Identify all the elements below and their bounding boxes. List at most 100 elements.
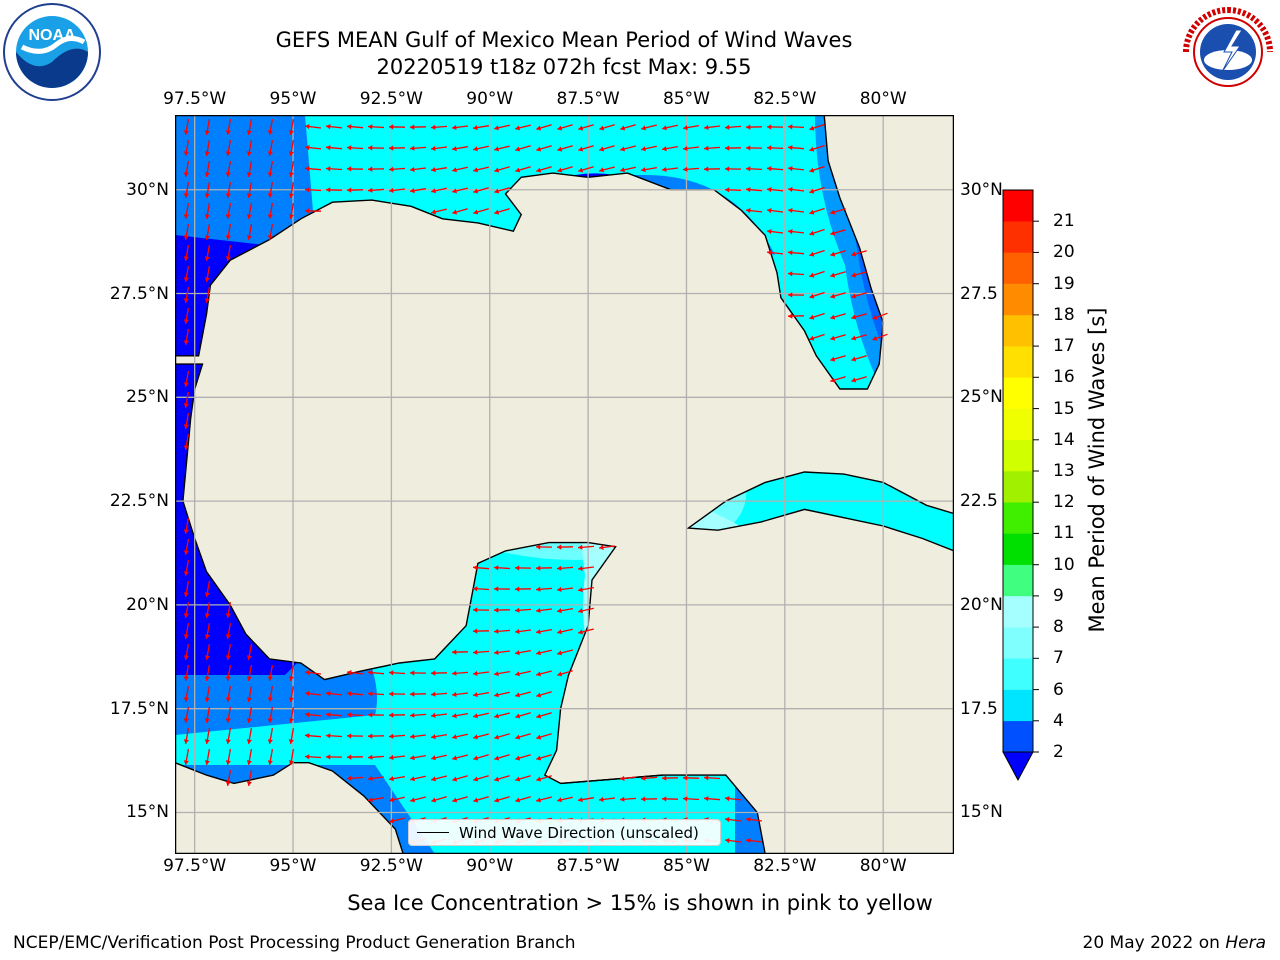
longitude-tick-label: 87.5°W [556, 856, 620, 876]
wave-direction-arrow [225, 685, 232, 703]
colorbar-band [1003, 533, 1033, 565]
wave-direction-arrow [514, 586, 532, 592]
wave-direction-arrow [183, 202, 190, 220]
wave-direction-arrow [204, 223, 211, 241]
wave-direction-arrow [515, 691, 531, 698]
wave-direction-arrow [536, 145, 552, 152]
colorbar-band [1003, 283, 1033, 316]
wave-direction-arrow [267, 727, 274, 745]
wave-direction-arrow [494, 775, 510, 782]
wave-direction-arrow [724, 796, 742, 802]
wave-direction-arrow [452, 796, 468, 803]
wave-direction-arrow [452, 775, 468, 782]
wave-direction-arrow [809, 123, 825, 131]
wave-direction-arrow [515, 166, 531, 173]
noaa-logo-icon: NOAA [3, 3, 101, 101]
wave-direction-arrow [599, 796, 615, 802]
chart-title: GEFS MEAN Gulf of Mexico Mean Period of … [275, 28, 853, 52]
wave-direction-arrow [515, 796, 531, 803]
run-date-text: 20 May 2022 on [1082, 933, 1226, 953]
wave-direction-arrow [473, 796, 489, 803]
wave-direction-arrow [389, 754, 405, 760]
wave-direction-arrow [703, 796, 721, 802]
colorbar-tick-label: 20 [1053, 242, 1075, 263]
colorbar-band [1003, 502, 1033, 534]
colorbar-tick-label: 14 [1053, 429, 1075, 450]
wave-direction-arrow [204, 706, 211, 724]
wave-direction-arrow [409, 691, 427, 697]
wave-direction-arrow [514, 565, 532, 571]
colorbar-tick-label: 12 [1053, 492, 1075, 513]
wave-direction-arrow [389, 187, 405, 193]
wave-direction-arrow [431, 187, 447, 194]
wave-direction-arrow [183, 181, 190, 199]
wave-direction-arrow [557, 649, 573, 656]
wave-direction-arrow [452, 187, 468, 194]
longitude-tick-label: 85°W [662, 89, 710, 109]
wave-direction-arrow [809, 228, 825, 236]
colorbar [1002, 189, 1039, 782]
wave-direction-arrow [367, 145, 385, 151]
wave-direction-arrow [388, 712, 406, 718]
wave-direction-arrow [430, 670, 448, 676]
wave-direction-arrow [809, 333, 825, 341]
wave-direction-arrow [225, 160, 232, 178]
wave-direction-arrow [473, 775, 489, 782]
wave-direction-arrow [745, 124, 763, 130]
wave-direction-arrow [346, 712, 364, 718]
wave-direction-arrow [494, 796, 510, 803]
wave-direction-arrow [183, 118, 190, 136]
longitude-tick-label: 95°W [269, 856, 317, 876]
wave-direction-arrow [431, 145, 447, 151]
longitude-tick-label: 95°W [269, 89, 317, 109]
wave-direction-arrow [787, 145, 805, 151]
latitude-tick-label: 15°N [960, 802, 1003, 823]
wave-direction-arrow [577, 797, 595, 803]
wave-direction-arrow [578, 628, 594, 635]
wave-direction-arrow [703, 775, 721, 781]
wave-direction-arrow [703, 166, 721, 172]
wave-direction-arrow [493, 607, 511, 613]
wave-direction-arrow [515, 775, 531, 782]
wave-direction-arrow [745, 187, 763, 193]
wave-direction-arrow [473, 166, 489, 173]
wave-direction-arrow [472, 628, 490, 634]
wave-direction-arrow [557, 628, 573, 635]
wave-direction-arrow [183, 706, 190, 724]
wave-direction-arrow [225, 748, 232, 766]
wave-direction-arrow [536, 691, 552, 698]
colorbar-band [1003, 346, 1033, 378]
wave-direction-arrow [830, 208, 846, 215]
wave-direction-arrow [472, 565, 490, 571]
wave-direction-arrow [472, 586, 490, 592]
wave-direction-arrow [809, 249, 825, 257]
wave-direction-arrow [183, 580, 190, 598]
wave-direction-arrow [556, 607, 574, 614]
map-legend: Wind Wave Direction (unscaled) [408, 819, 721, 846]
colorbar-band [1003, 564, 1033, 597]
wave-direction-arrow [225, 223, 232, 241]
wave-direction-arrow [204, 601, 211, 619]
wave-direction-arrow [430, 124, 448, 130]
wave-direction-arrow [225, 244, 232, 262]
wave-direction-arrow [494, 712, 510, 719]
wave-direction-arrow [830, 250, 846, 257]
longitude-tick-label: 80°W [859, 856, 907, 876]
wave-direction-arrow [183, 748, 190, 766]
wave-direction-arrow [557, 586, 573, 592]
wave-direction-arrow [682, 124, 700, 131]
wave-direction-arrow [556, 544, 574, 550]
colorbar-band [1003, 377, 1033, 409]
wave-direction-arrow [787, 229, 805, 235]
wave-direction-arrow [288, 118, 295, 136]
wave-direction-arrow [661, 775, 679, 781]
wave-direction-arrow [536, 775, 552, 782]
wave-direction-arrow [325, 712, 343, 718]
wave-direction-arrow [304, 754, 322, 760]
wave-direction-arrow [325, 145, 343, 151]
wave-direction-arrow [788, 208, 804, 214]
wave-direction-arrow [515, 712, 531, 719]
latitude-tick-label: 25°N [126, 387, 169, 408]
wave-direction-arrow [409, 124, 427, 130]
wave-direction-arrow [288, 181, 295, 199]
